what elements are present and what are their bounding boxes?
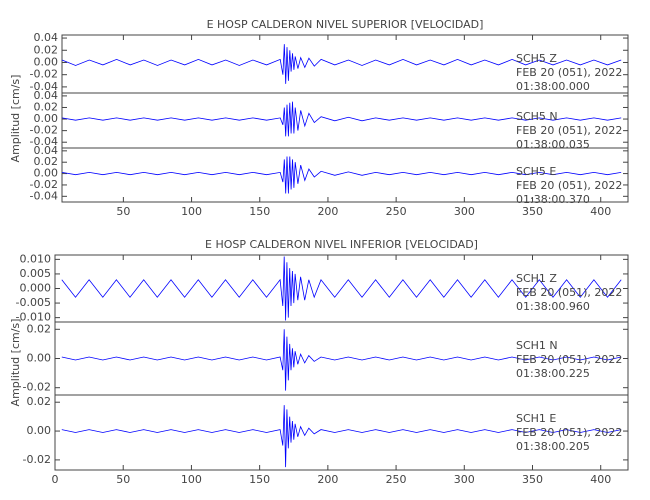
date-label: FEB 20 (051), 2022 [516,179,622,192]
y-axis-label: Amplitud [cm/s] [9,319,22,407]
station-label: SCH1 E [516,412,556,425]
time-label: 01:38:00.370 [516,193,590,206]
y-tick-label: 0.00 [27,424,52,437]
x-tick-label: 100 [181,205,202,218]
y-tick-label: 0.00 [34,167,59,180]
date-label: FEB 20 (051), 2022 [516,66,622,79]
waveform [61,44,622,84]
x-tick-label: 200 [317,205,338,218]
station-label: SCH1 N [516,339,558,352]
x-tick-label: 50 [116,205,130,218]
x-tick-label: 150 [249,205,270,218]
y-tick-label: 0.000 [20,282,52,295]
time-label: 01:38:00.205 [516,440,590,453]
y-tick-label: -0.005 [16,296,51,309]
waveform [61,101,622,137]
x-tick-label: 350 [522,473,543,486]
x-tick-label: 100 [181,473,202,486]
chart-title: E HOSP CALDERON NIVEL INFERIOR [VELOCIDA… [205,238,478,251]
date-label: FEB 20 (051), 2022 [516,286,622,299]
x-tick-label: 400 [590,205,611,218]
time-label: 01:38:00.960 [516,300,590,313]
chart-title: E HOSP CALDERON NIVEL SUPERIOR [VELOCIDA… [207,18,484,31]
waveform [61,156,622,194]
y-tick-label: -0.02 [30,178,58,191]
y-tick-label: 0.02 [34,100,59,113]
x-tick-label: 150 [249,473,270,486]
x-tick-label: 250 [386,205,407,218]
date-label: FEB 20 (051), 2022 [516,353,622,366]
y-tick-label: 0.02 [27,395,52,408]
x-tick-label: 300 [454,205,475,218]
y-tick-label: 0.02 [27,322,52,335]
y-tick-label: -0.02 [23,453,51,466]
y-tick-label: 0.010 [20,252,52,265]
panel-frame [61,147,629,203]
station-label: SCH5 N [516,110,558,123]
y-tick-label: 0.005 [20,267,52,280]
time-label: 01:38:00.225 [516,367,590,380]
y-tick-label: -0.04 [30,80,58,93]
date-label: FEB 20 (051), 2022 [516,426,622,439]
x-tick-label: 300 [454,473,475,486]
x-tick-label: 50 [116,473,130,486]
x-tick-label: 250 [386,473,407,486]
x-tick-label: 0 [52,473,59,486]
x-tick-label: 350 [522,205,543,218]
y-tick-label: -0.04 [30,135,58,148]
y-tick-label: -0.02 [30,124,58,137]
waveform [61,256,622,321]
y-tick-label: 0.00 [34,55,59,68]
y-axis-label: Amplitud [cm/s] [9,75,22,163]
time-label: 01:38:00.000 [516,80,590,93]
y-tick-label: -0.04 [30,189,58,202]
y-tick-label: 0.04 [34,31,59,44]
y-tick-label: -0.02 [30,68,58,81]
x-tick-label: 400 [590,473,611,486]
y-tick-label: 0.04 [34,144,59,157]
station-label: SCH1 Z [516,272,557,285]
y-tick-label: -0.010 [16,311,51,324]
waveform [61,329,622,391]
y-tick-label: 0.00 [34,112,59,125]
y-tick-label: 0.02 [34,155,59,168]
panel-frame [54,394,629,471]
x-tick-label: 200 [317,473,338,486]
station-label: SCH5 E [516,165,556,178]
time-label: 01:38:00.035 [516,138,590,151]
station-label: SCH5 Z [516,52,557,65]
date-label: FEB 20 (051), 2022 [516,124,622,137]
y-tick-label: 0.02 [34,43,59,56]
y-tick-label: 0.04 [34,89,59,102]
y-tick-label: 0.00 [27,352,52,365]
y-tick-label: -0.02 [23,381,51,394]
waveform [61,405,622,468]
